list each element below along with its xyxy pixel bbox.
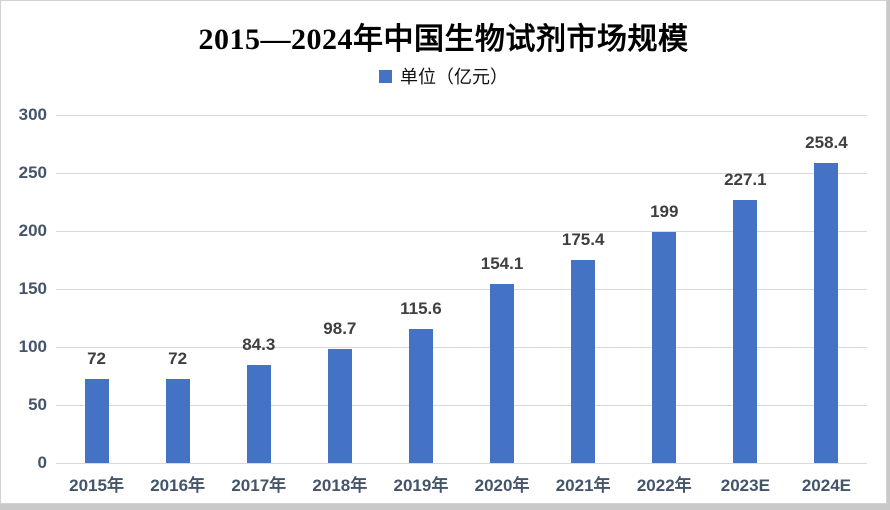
x-axis-tick-label: 2021年 [555, 476, 611, 495]
gridline [56, 346, 867, 348]
bar [408, 328, 433, 463]
bar [327, 348, 352, 463]
x-axis-tick-label: 2023E [720, 476, 770, 495]
bar-value-label: 175.4 [561, 229, 605, 249]
bar [246, 365, 271, 463]
bar-value-label: 227.1 [724, 169, 767, 189]
x-axis-tick-label: 2017年 [231, 476, 287, 495]
y-axis-tick-label: 0 [37, 453, 47, 472]
y-axis-tick-label: 250 [18, 163, 47, 182]
bar-value-label: 115.6 [400, 298, 442, 318]
x-axis-tick-label: 2018年 [312, 476, 368, 495]
bar-value-label: 199 [650, 202, 679, 222]
gridline [56, 404, 867, 406]
bar-value-label: 98.7 [323, 318, 357, 338]
bar [571, 259, 596, 463]
legend-label: 单位（亿元） [400, 67, 508, 87]
legend: 单位（亿元） [1, 63, 886, 89]
bar [490, 284, 515, 463]
x-axis-tick-label: 2024E [801, 476, 852, 495]
y-axis-tick-label: 50 [28, 395, 47, 414]
bar-value-label: 72 [87, 349, 107, 369]
bar-value-label: 84.3 [242, 335, 276, 355]
chart-title: 2015—2024年中国生物试剂市场规模 [198, 23, 689, 56]
bar [652, 232, 677, 463]
bar-value-label: 72 [168, 349, 188, 369]
bar [84, 379, 109, 463]
gridline [56, 462, 867, 464]
y-axis-tick-label: 200 [18, 221, 47, 240]
y-axis-tick-label: 150 [18, 279, 47, 298]
x-axis-tick-label: 2015年 [69, 476, 124, 495]
y-axis-tick-label: 300 [18, 105, 47, 124]
bar [733, 199, 758, 463]
bar-value-label: 154.1 [480, 254, 524, 274]
gridline [56, 230, 867, 232]
plot-area: 0 50 100 150 200 250 300 72 2015年 72 2016年 84.3 2017… [19, 105, 867, 495]
gridline [56, 114, 867, 116]
x-axis-tick-label: 2020年 [474, 476, 530, 495]
bar [165, 379, 190, 463]
bar-value-label: 258.4 [805, 133, 848, 153]
y-axis-tick-label: 100 [18, 337, 47, 356]
x-axis-tick-label: 2019年 [393, 476, 449, 495]
gridline [56, 288, 867, 290]
gridline [56, 172, 867, 174]
bar [814, 163, 839, 463]
x-axis-tick-label: 2016年 [150, 476, 206, 495]
x-axis-tick-label: 2022年 [636, 476, 692, 495]
legend-swatch-icon [379, 69, 392, 83]
